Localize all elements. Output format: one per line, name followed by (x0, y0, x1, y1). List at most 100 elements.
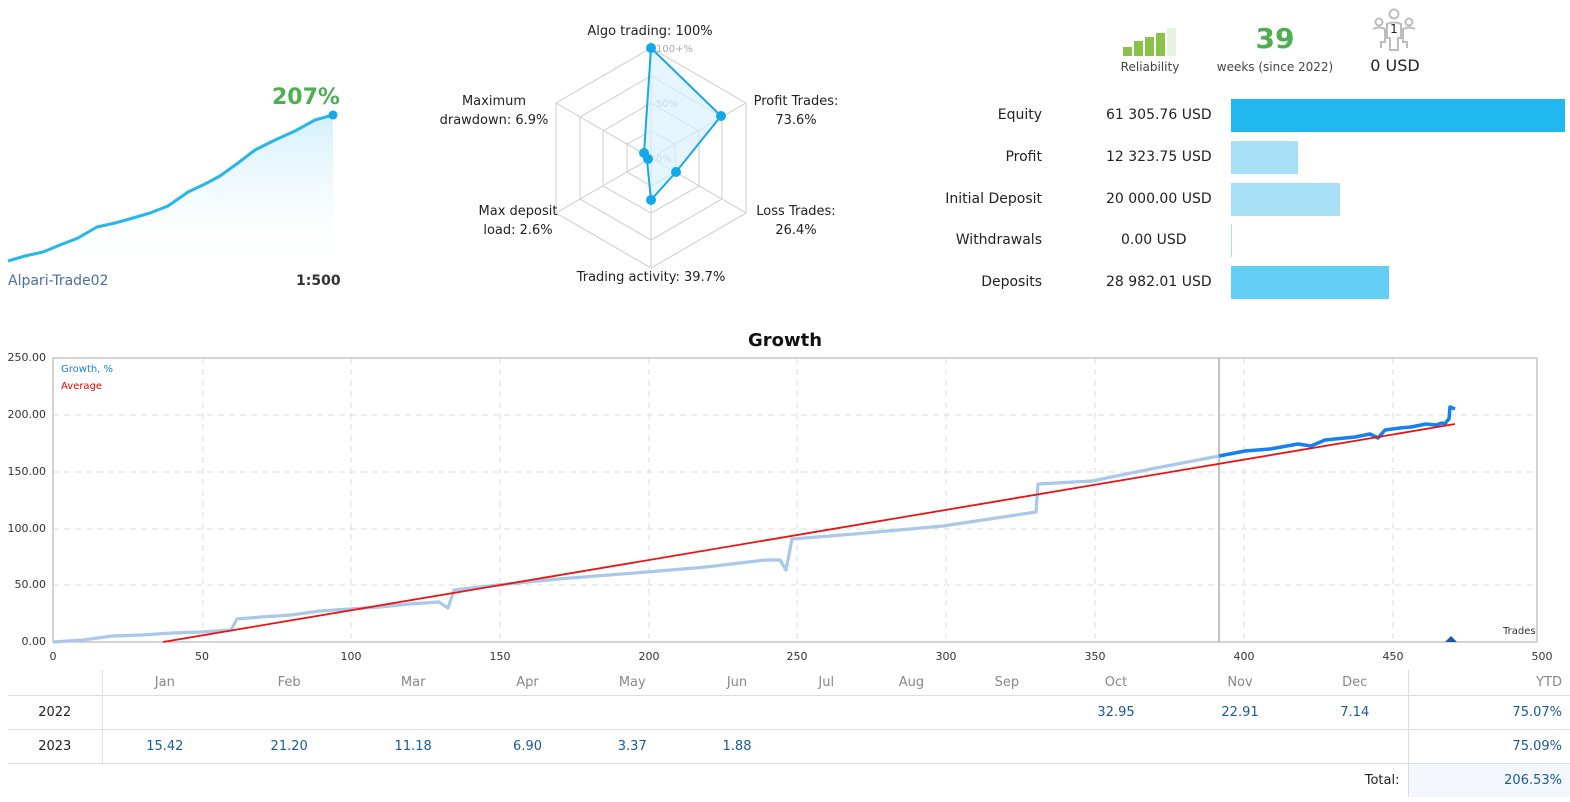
month-cell (789, 694, 864, 729)
header-month: Jan (154, 675, 175, 690)
x-tick: 250 (786, 650, 808, 663)
radar-label-loss-value: 26.4% (775, 223, 817, 238)
header-year (8, 670, 103, 695)
radar-label-drawdown-value: drawdown: 6.9% (439, 113, 549, 128)
total-label: Total: (8, 762, 1408, 797)
month-cell (959, 728, 1055, 763)
header-month: Nov (1227, 675, 1253, 690)
mini-growth-endpoint (328, 110, 338, 120)
balance-label: Deposits (981, 274, 1042, 290)
monthly-growth-table: Jan Feb Mar Apr May Jun Jul Aug Sep Oct … (8, 670, 1570, 797)
server-name[interactable]: Alpari-Trade02 (8, 273, 109, 289)
header-month: Apr (516, 675, 539, 690)
x-tick: 300 (935, 650, 957, 663)
balance-label: Equity (997, 107, 1042, 123)
y-tick: 50.00 (14, 578, 47, 591)
radar-chart: 100+% 50% 0% (555, 43, 747, 269)
radar-label-profit: Profit Trades: 73.6% (746, 92, 846, 130)
average-line (162, 423, 1456, 643)
header-month: Sep (994, 675, 1020, 690)
balance-label: Profit (1005, 149, 1042, 165)
radar-point-activity (646, 195, 656, 205)
x-tick: 150 (489, 650, 511, 663)
month-cell: 7.14 (1302, 694, 1408, 729)
balance-bar (1231, 141, 1298, 174)
radar-label-algo: Algo trading: 100% (587, 24, 713, 39)
header-month: Jul (818, 675, 835, 690)
month-cell (1054, 728, 1179, 763)
radar-point-loss (671, 167, 681, 177)
header-month: Mar (400, 675, 426, 690)
balance-row-withdrawals: Withdrawals 0.00 USD (956, 224, 1570, 257)
month-cell: 1.88 (684, 728, 790, 763)
weeks-count: 39 (1255, 22, 1295, 55)
month-cell (227, 694, 352, 729)
x-tick: 100 (340, 650, 362, 663)
header-month: Dec (1342, 675, 1368, 690)
radar-widget: 100+% 50% 0% Algo trading: 100% Profit T… (420, 0, 870, 300)
month-cell: 32.95 (1054, 694, 1179, 729)
x-axis-label: Trades (1503, 626, 1536, 637)
header-ytd: YTD (1407, 670, 1570, 695)
radar-label-deposit-load-value: load: 2.6% (483, 223, 553, 238)
y-tick: 100.00 (7, 522, 47, 535)
x-tick: 500 (1531, 650, 1553, 663)
radar-label-deposit-load-title: Max deposit (478, 204, 558, 219)
month-cell: 22.91 (1178, 694, 1303, 729)
growth-chart-title: Growth (747, 330, 823, 351)
month-cell (789, 728, 864, 763)
radar-label-drawdown: Maximum drawdown: 6.9% (434, 92, 554, 130)
y-tick: 150.00 (7, 465, 47, 478)
month-cell (579, 694, 685, 729)
radar-point-algo (646, 43, 656, 53)
ring-label-100: 100+% (656, 44, 693, 55)
radar-label-profit-value: 73.6% (775, 113, 817, 128)
y-tick: 0.00 (21, 635, 47, 648)
balance-label: Initial Deposit (945, 191, 1042, 207)
header-month: Aug (898, 675, 925, 690)
header-month: Feb (277, 675, 301, 690)
month-cell (1302, 728, 1408, 763)
month-cell (684, 694, 790, 729)
legend-average[interactable]: Average (61, 381, 103, 392)
month-cell (102, 694, 228, 729)
balance-value: 12 323.75 USD (1106, 149, 1212, 165)
header-month: May (618, 675, 646, 690)
ytd-cell: 75.09% (1407, 728, 1570, 763)
header-month: Oct (1104, 675, 1128, 690)
balance-row-equity: Equity 61 305.76 USD (960, 99, 1570, 132)
balance-value: 28 982.01 USD (1106, 274, 1212, 290)
row-year: 2022 (8, 694, 103, 729)
radar-label-profit-title: Profit Trades: (753, 94, 839, 109)
current-trade-marker-icon[interactable] (1445, 636, 1457, 642)
month-cell (863, 694, 960, 729)
balance-bar (1231, 99, 1565, 132)
radar-point-profit (716, 111, 726, 121)
subscribers-funds: 0 USD (1370, 56, 1420, 75)
subscribers-icon[interactable]: 1 (1370, 8, 1418, 52)
subscribers-count: 1 (1390, 22, 1398, 36)
radar-label-loss: Loss Trades: 26.4% (746, 202, 846, 240)
balance-label: Withdrawals (955, 232, 1042, 248)
balance-bar (1231, 183, 1340, 216)
x-tick: 350 (1084, 650, 1106, 663)
growth-line-history (52, 454, 1220, 644)
radar-point-drawdown (639, 148, 649, 158)
balance-bar (1231, 224, 1232, 257)
radar-label-activity: Trading activity: 39.7% (576, 270, 726, 285)
header-month: Jun (726, 675, 748, 690)
balance-row-initial-deposit: Initial Deposit 20 000.00 USD (945, 183, 1570, 216)
month-cell: 11.18 (351, 728, 476, 763)
x-tick: 450 (1382, 650, 1404, 663)
table-total-row: Total: 206.53% (8, 762, 1570, 797)
month-cell: 3.37 (579, 728, 685, 763)
month-cell (351, 694, 476, 729)
balance-value: 20 000.00 USD (1106, 191, 1212, 207)
growth-chart[interactable] (0, 0, 1570, 670)
y-tick: 250.00 (7, 351, 47, 364)
month-cell (863, 728, 960, 763)
growth-percent: 207% (272, 85, 340, 110)
legend-growth[interactable]: Growth, % (61, 364, 114, 375)
balance-row-profit: Profit 12 323.75 USD (960, 141, 1570, 174)
x-tick: 400 (1233, 650, 1255, 663)
